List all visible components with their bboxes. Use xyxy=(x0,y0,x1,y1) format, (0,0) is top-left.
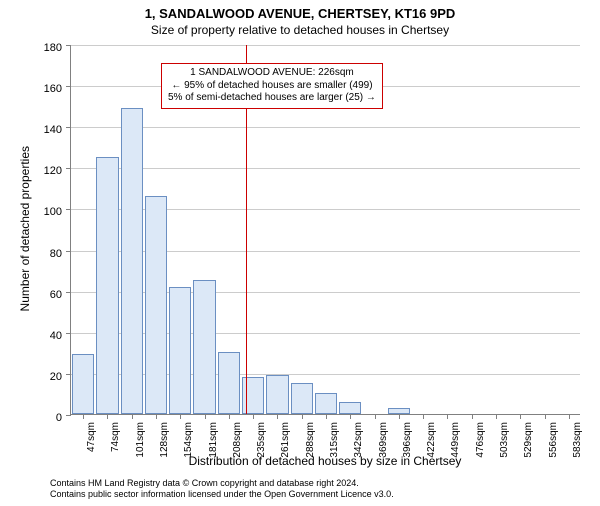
xtick-label: 396sqm xyxy=(402,422,413,458)
x-axis-label: Distribution of detached houses by size … xyxy=(70,454,580,468)
xtick-mark xyxy=(472,414,473,419)
ytick-label: 60 xyxy=(0,289,62,301)
xtick-mark xyxy=(83,414,84,419)
annotation-line-3: 5% of semi-detached houses are larger (2… xyxy=(168,92,376,105)
xtick-mark xyxy=(132,414,133,419)
xtick-label: 154sqm xyxy=(183,422,194,458)
xtick-mark xyxy=(253,414,254,419)
ytick-mark xyxy=(66,168,71,169)
xtick-mark xyxy=(520,414,521,419)
xtick-label: 261sqm xyxy=(280,422,291,458)
xtick-mark xyxy=(156,414,157,419)
ytick-mark xyxy=(66,292,71,293)
chart-title: 1, SANDALWOOD AVENUE, CHERTSEY, KT16 9PD xyxy=(0,6,600,21)
histogram-bar xyxy=(315,393,337,414)
xtick-label: 476sqm xyxy=(475,422,486,458)
footer-line-1: Contains HM Land Registry data © Crown c… xyxy=(50,478,394,489)
ytick-label: 80 xyxy=(0,248,62,260)
xtick-mark xyxy=(205,414,206,419)
ytick-label: 100 xyxy=(0,206,62,218)
histogram-bar xyxy=(193,280,215,414)
xtick-label: 315sqm xyxy=(329,422,340,458)
xtick-mark xyxy=(326,414,327,419)
xtick-label: 422sqm xyxy=(426,422,437,458)
xtick-label: 503sqm xyxy=(499,422,510,458)
xtick-label: 235sqm xyxy=(256,422,267,458)
ytick-label: 40 xyxy=(0,330,62,342)
xtick-mark xyxy=(569,414,570,419)
xtick-label: 128sqm xyxy=(159,422,170,458)
gridline xyxy=(71,45,580,46)
histogram-bar xyxy=(169,287,191,414)
xtick-label: 369sqm xyxy=(378,422,389,458)
histogram-bar xyxy=(218,352,240,414)
plot-area: 47sqm74sqm101sqm128sqm154sqm181sqm208sqm… xyxy=(70,45,580,415)
ytick-label: 160 xyxy=(0,83,62,95)
xtick-mark xyxy=(277,414,278,419)
ytick-label: 20 xyxy=(0,371,62,383)
xtick-mark xyxy=(302,414,303,419)
gridline xyxy=(71,168,580,169)
ytick-label: 0 xyxy=(0,412,62,424)
ytick-mark xyxy=(66,415,71,416)
xtick-mark xyxy=(545,414,546,419)
xtick-label: 74sqm xyxy=(110,422,121,452)
xtick-mark xyxy=(229,414,230,419)
histogram-bar xyxy=(266,375,288,414)
xtick-label: 342sqm xyxy=(353,422,364,458)
xtick-label: 583sqm xyxy=(572,422,583,458)
ytick-mark xyxy=(66,251,71,252)
xtick-label: 556sqm xyxy=(548,422,559,458)
ytick-mark xyxy=(66,209,71,210)
gridline xyxy=(71,127,580,128)
xtick-label: 101sqm xyxy=(135,422,146,458)
xtick-label: 449sqm xyxy=(450,422,461,458)
xtick-label: 181sqm xyxy=(208,422,219,458)
ytick-mark xyxy=(66,45,71,46)
ytick-label: 120 xyxy=(0,165,62,177)
annotation-box: 1 SANDALWOOD AVENUE: 226sqm← 95% of deta… xyxy=(161,63,383,109)
ytick-mark xyxy=(66,127,71,128)
histogram-bar xyxy=(72,354,94,414)
xtick-label: 208sqm xyxy=(232,422,243,458)
histogram-bar xyxy=(145,196,167,414)
xtick-label: 529sqm xyxy=(523,422,534,458)
xtick-mark xyxy=(107,414,108,419)
footer-line-2: Contains public sector information licen… xyxy=(50,489,394,500)
ytick-mark xyxy=(66,374,71,375)
plot-wrap: 47sqm74sqm101sqm128sqm154sqm181sqm208sqm… xyxy=(70,45,580,415)
histogram-bar xyxy=(291,383,313,414)
ytick-label: 180 xyxy=(0,42,62,54)
xtick-mark xyxy=(180,414,181,419)
xtick-mark xyxy=(375,414,376,419)
xtick-mark xyxy=(447,414,448,419)
annotation-line-1: 1 SANDALWOOD AVENUE: 226sqm xyxy=(168,67,376,80)
ytick-mark xyxy=(66,86,71,87)
histogram-bar xyxy=(96,157,118,414)
histogram-bar xyxy=(339,402,361,414)
xtick-mark xyxy=(350,414,351,419)
chart-subtitle: Size of property relative to detached ho… xyxy=(0,23,600,37)
histogram-bar xyxy=(121,108,143,414)
ytick-mark xyxy=(66,333,71,334)
annotation-line-2: ← 95% of detached houses are smaller (49… xyxy=(168,80,376,93)
chart-container: 1, SANDALWOOD AVENUE, CHERTSEY, KT16 9PD… xyxy=(0,6,600,506)
xtick-label: 288sqm xyxy=(305,422,316,458)
xtick-mark xyxy=(399,414,400,419)
xtick-label: 47sqm xyxy=(86,422,97,452)
ytick-label: 140 xyxy=(0,124,62,136)
footer-attribution: Contains HM Land Registry data © Crown c… xyxy=(50,478,394,500)
xtick-mark xyxy=(496,414,497,419)
xtick-mark xyxy=(423,414,424,419)
